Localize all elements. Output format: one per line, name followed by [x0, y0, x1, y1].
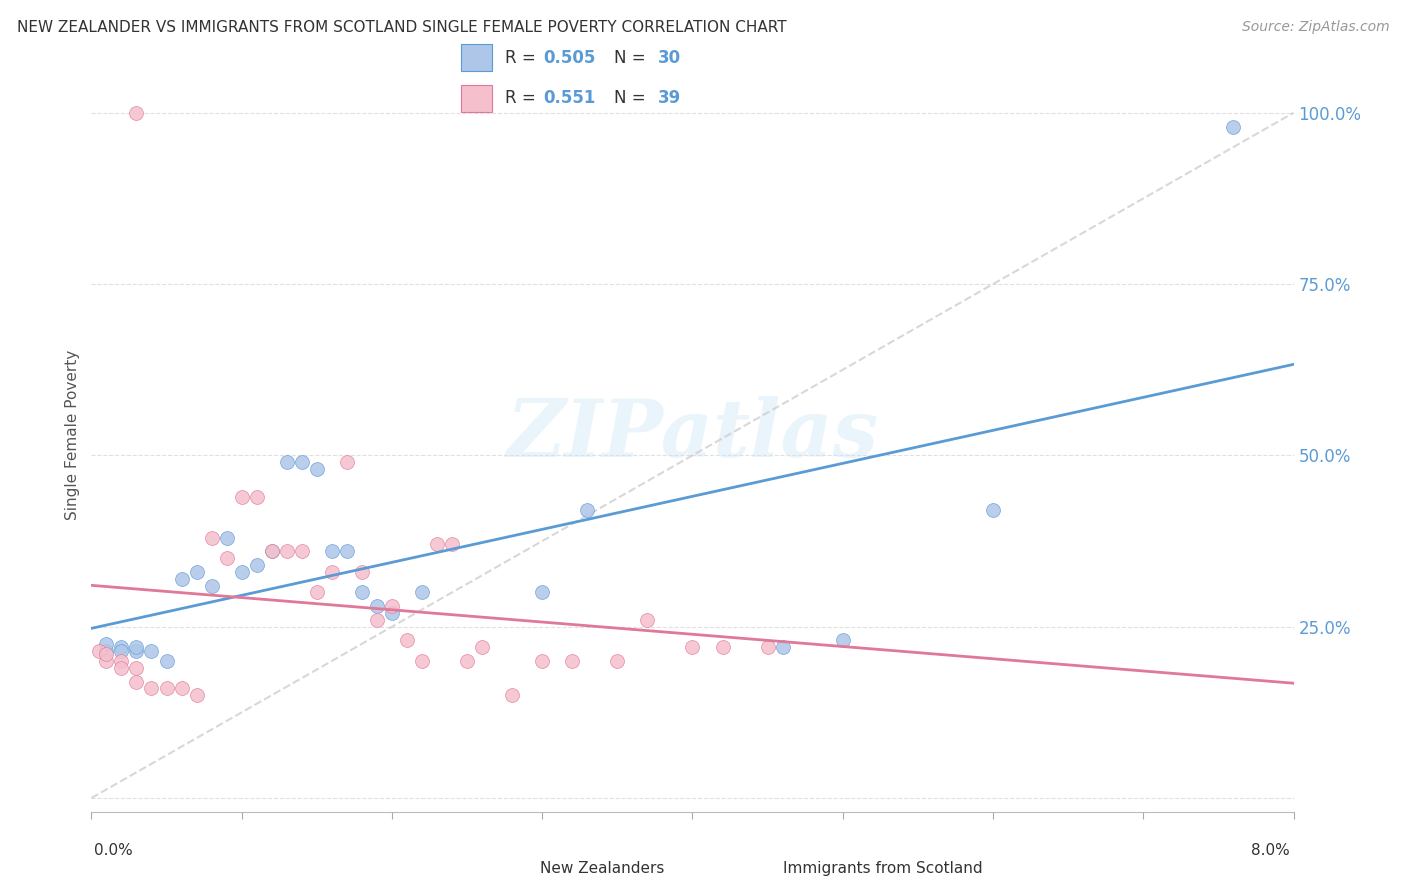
Point — [501, 688, 523, 702]
Point — [636, 613, 658, 627]
Point — [260, 544, 283, 558]
Point — [155, 654, 177, 668]
Text: R =: R = — [505, 49, 541, 67]
Point — [201, 578, 224, 592]
Point — [440, 537, 463, 551]
Point — [350, 585, 373, 599]
Point — [170, 681, 193, 696]
Bar — [461, 85, 492, 112]
Point — [215, 531, 238, 545]
Text: NEW ZEALANDER VS IMMIGRANTS FROM SCOTLAND SINGLE FEMALE POVERTY CORRELATION CHAR: NEW ZEALANDER VS IMMIGRANTS FROM SCOTLAN… — [17, 20, 786, 35]
Point — [110, 640, 132, 655]
Point — [276, 544, 298, 558]
Text: 0.551: 0.551 — [543, 89, 596, 107]
Point — [336, 455, 359, 469]
Point — [96, 637, 118, 651]
Point — [336, 544, 359, 558]
Point — [110, 654, 132, 668]
Point — [125, 643, 148, 657]
Bar — [461, 44, 492, 71]
Point — [411, 654, 433, 668]
Point — [291, 455, 314, 469]
Y-axis label: Single Female Poverty: Single Female Poverty — [65, 350, 80, 520]
Point — [96, 643, 118, 657]
Point — [772, 640, 794, 655]
Point — [350, 565, 373, 579]
Text: 0.505: 0.505 — [543, 49, 596, 67]
Point — [141, 643, 163, 657]
Point — [215, 551, 238, 566]
Point — [381, 606, 404, 620]
Point — [125, 661, 148, 675]
Point — [681, 640, 703, 655]
Text: N =: N = — [614, 49, 651, 67]
Text: 30: 30 — [658, 49, 682, 67]
Point — [381, 599, 404, 614]
Point — [395, 633, 418, 648]
Point — [201, 531, 224, 545]
Point — [125, 674, 148, 689]
Point — [125, 105, 148, 120]
Point — [456, 654, 478, 668]
Point — [411, 585, 433, 599]
Point — [426, 537, 449, 551]
Point — [531, 654, 554, 668]
Point — [576, 503, 599, 517]
Point — [87, 643, 110, 657]
Point — [471, 640, 494, 655]
Text: 8.0%: 8.0% — [1250, 843, 1289, 858]
Text: ZIPatlas: ZIPatlas — [506, 396, 879, 474]
Text: N =: N = — [614, 89, 651, 107]
Point — [96, 647, 118, 661]
Point — [711, 640, 734, 655]
Text: R =: R = — [505, 89, 541, 107]
Point — [155, 681, 177, 696]
Point — [246, 490, 269, 504]
Point — [291, 544, 314, 558]
Text: 39: 39 — [658, 89, 682, 107]
Point — [981, 503, 1004, 517]
Point — [231, 565, 253, 579]
Point — [531, 585, 554, 599]
Point — [125, 640, 148, 655]
Point — [606, 654, 628, 668]
Point — [170, 572, 193, 586]
Text: Immigrants from Scotland: Immigrants from Scotland — [783, 862, 983, 876]
Text: 0.0%: 0.0% — [94, 843, 134, 858]
Point — [276, 455, 298, 469]
Point — [366, 613, 388, 627]
Point — [246, 558, 269, 572]
Point — [96, 654, 118, 668]
Point — [186, 688, 208, 702]
Point — [1222, 120, 1244, 134]
Point — [756, 640, 779, 655]
Point — [110, 661, 132, 675]
Point — [260, 544, 283, 558]
Point — [321, 565, 343, 579]
Point — [561, 654, 583, 668]
Point — [110, 643, 132, 657]
Point — [231, 490, 253, 504]
Point — [321, 544, 343, 558]
Point — [141, 681, 163, 696]
Point — [831, 633, 853, 648]
Point — [305, 462, 328, 476]
Point — [305, 585, 328, 599]
Point — [186, 565, 208, 579]
Point — [366, 599, 388, 614]
Text: Source: ZipAtlas.com: Source: ZipAtlas.com — [1241, 20, 1389, 34]
Text: New Zealanders: New Zealanders — [540, 862, 664, 876]
